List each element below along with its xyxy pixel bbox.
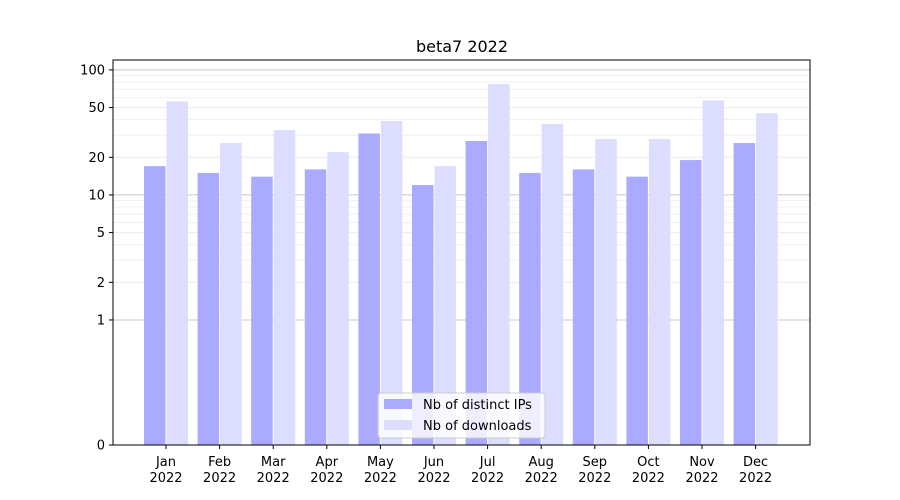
y-tick-label: 10 [88, 188, 105, 203]
bar-downloads-nov [702, 100, 724, 445]
bar-downloads-jun [434, 166, 456, 445]
x-tick-label-month: Apr [316, 455, 339, 470]
legend-box [377, 392, 546, 439]
y-tick-label: 0 [97, 439, 105, 454]
x-tick-label-month: Feb [208, 455, 231, 470]
x-tick-label-month: Sep [583, 455, 608, 470]
x-tick-label-year: 2022 [310, 471, 343, 486]
legend-label: Nb of distinct IPs [423, 398, 532, 413]
x-tick-label-month: Aug [529, 455, 554, 470]
bar-distinct-ips-nov [680, 160, 702, 445]
bar-downloads-feb [220, 143, 242, 445]
legend-label: Nb of downloads [423, 419, 532, 434]
x-tick-label-year: 2022 [578, 471, 611, 486]
x-tick-label-month: Jun [423, 455, 444, 470]
legend-swatch [384, 420, 412, 430]
bar-downloads-apr [327, 152, 349, 445]
x-axis: Jan2022Feb2022Mar2022Apr2022May2022Jun20… [149, 445, 772, 486]
x-tick-label-year: 2022 [471, 471, 504, 486]
bar-distinct-ips-mar [251, 176, 273, 445]
x-tick-label-year: 2022 [685, 471, 718, 486]
plot-frame [112, 59, 811, 446]
x-tick-label-year: 2022 [203, 471, 236, 486]
chart-title: beta7 2022 [416, 37, 508, 56]
bar-distinct-ips-apr [304, 169, 327, 445]
x-tick-label-year: 2022 [525, 471, 558, 486]
bar-distinct-ips-sep [572, 169, 595, 445]
legend: Nb of distinct IPs Nb of downloads [377, 392, 546, 439]
y-axis: 0 1 2 5 10 20 50 100 [80, 63, 113, 454]
x-tick-label-year: 2022 [632, 471, 665, 486]
y-tick-label: 2 [97, 276, 105, 291]
bar-downloads-jul [488, 84, 510, 446]
bar-downloads-may [380, 121, 403, 446]
x-tick-label-year: 2022 [417, 471, 450, 486]
bar-distinct-ips-jan [144, 166, 166, 445]
y-tick-label: 100 [80, 63, 105, 78]
legend-swatch [384, 399, 412, 409]
x-tick-label-year: 2022 [364, 471, 397, 486]
x-tick-label-month: Dec [743, 455, 768, 470]
bar-downloads-oct [648, 139, 671, 445]
bar-downloads-sep [595, 139, 617, 445]
y-tick-label: 1 [97, 313, 105, 328]
bar-distinct-ips-oct [626, 176, 648, 445]
x-tick-label-month: Mar [261, 455, 286, 470]
bars [144, 84, 778, 446]
bar-downloads-mar [273, 130, 296, 445]
x-tick-label-month: May [367, 455, 394, 470]
bar-distinct-ips-feb [197, 172, 220, 445]
x-tick-label-year: 2022 [257, 471, 290, 486]
x-tick-label-year: 2022 [739, 471, 772, 486]
bar-distinct-ips-jun [412, 185, 434, 445]
y-tick-label: 50 [88, 101, 105, 116]
x-tick-label-month: Jan [155, 455, 176, 470]
x-tick-label-month: Oct [637, 455, 659, 470]
y-tick-label: 20 [88, 151, 105, 166]
bar-distinct-ips-dec [733, 143, 756, 445]
bar-distinct-ips-may [358, 133, 380, 445]
x-tick-label-month: Jul [479, 455, 496, 470]
bar-downloads-aug [541, 123, 564, 445]
bar-downloads-dec [756, 113, 778, 445]
y-tick-label: 5 [97, 226, 105, 241]
bar-distinct-ips-jul [465, 140, 488, 445]
x-tick-label-month: Nov [689, 455, 715, 470]
x-tick-label-year: 2022 [149, 471, 182, 486]
bar-distinct-ips-aug [519, 172, 541, 445]
bar-downloads-jan [166, 101, 188, 445]
